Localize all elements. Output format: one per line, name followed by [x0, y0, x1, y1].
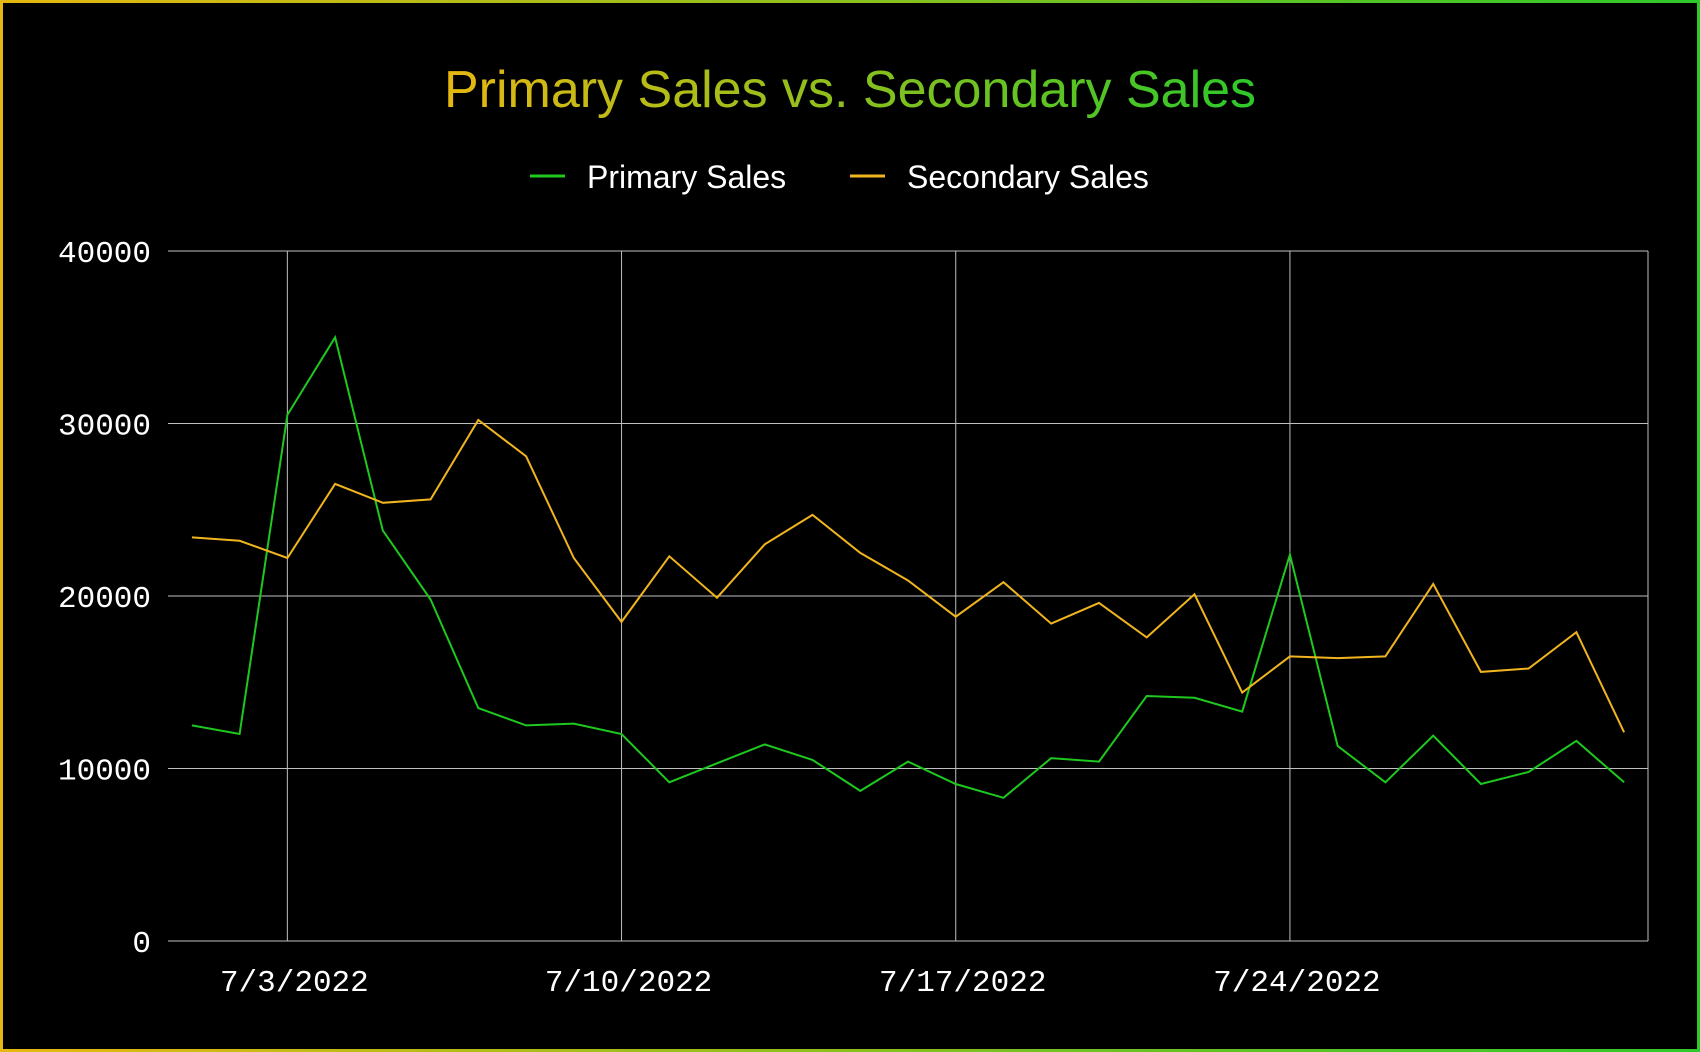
- axis-labels: 0 10000 20000 30000 40000 7/3/2022 7/10/2022 7/…: [58, 237, 1381, 1001]
- legend-item-secondary: Secondary Sales: [850, 159, 1149, 195]
- chart: Primary Sales vs. Secondary Sales Primar…: [58, 61, 1649, 1001]
- primary-sales-line: [191, 334, 1625, 799]
- secondary-sales-line: [191, 418, 1626, 733]
- x-tick-label: 7/3/2022: [220, 966, 369, 1001]
- y-tick-label: 40000: [58, 237, 151, 272]
- y-tick-label: 10000: [58, 755, 151, 790]
- legend-label-secondary: Secondary Sales: [907, 159, 1149, 195]
- legend: Primary Sales Secondary Sales: [530, 159, 1149, 195]
- y-tick-label: 30000: [58, 410, 151, 445]
- x-tick-label: 7/24/2022: [1213, 966, 1380, 1001]
- y-tick-label: 0: [132, 927, 151, 962]
- chart-title: Primary Sales vs. Secondary Sales: [444, 61, 1256, 119]
- y-tick-label: 20000: [58, 582, 151, 617]
- legend-item-primary: Primary Sales: [530, 159, 786, 195]
- gridlines: [168, 250, 1649, 942]
- legend-label-primary: Primary Sales: [587, 159, 786, 195]
- x-tick-label: 7/10/2022: [545, 966, 712, 1001]
- series-lines: [191, 334, 1626, 799]
- x-tick-label: 7/17/2022: [879, 966, 1046, 1001]
